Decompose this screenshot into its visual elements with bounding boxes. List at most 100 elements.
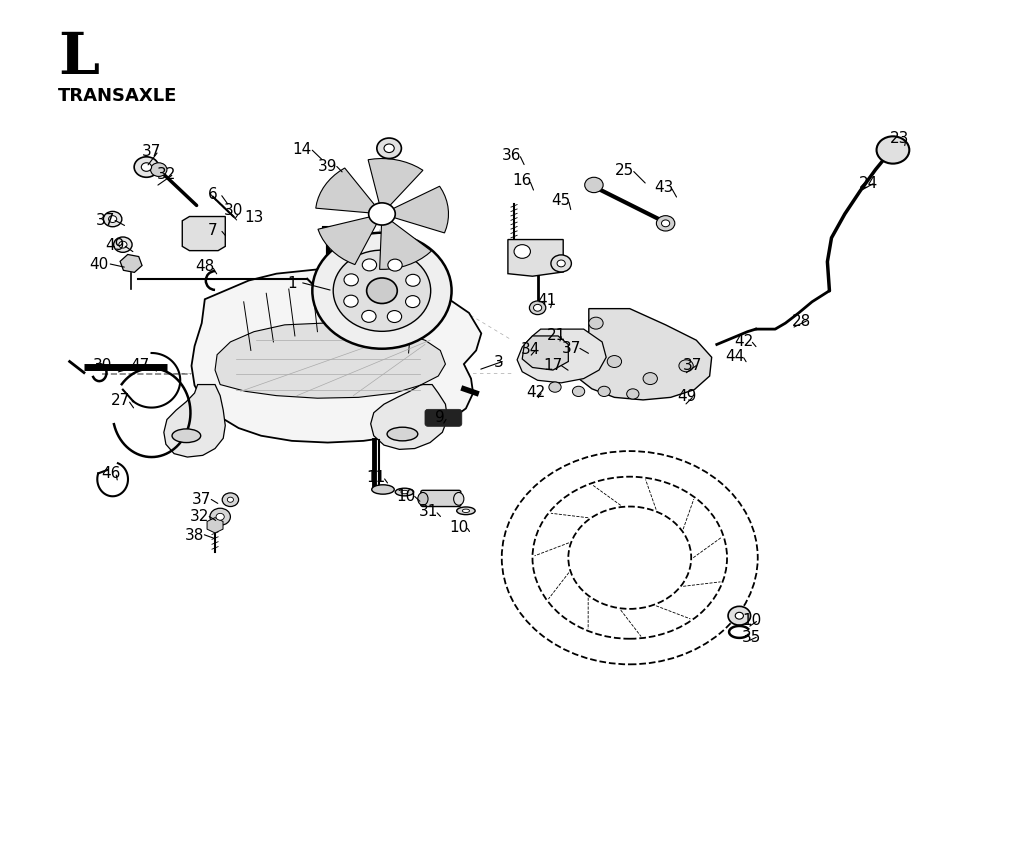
Text: 14: 14 xyxy=(293,141,311,157)
Circle shape xyxy=(227,498,233,503)
Circle shape xyxy=(514,245,530,259)
Polygon shape xyxy=(191,270,481,443)
Ellipse shape xyxy=(463,509,469,513)
Circle shape xyxy=(141,164,152,172)
Text: 37: 37 xyxy=(683,357,701,372)
Text: 37: 37 xyxy=(562,340,581,355)
Text: 49: 49 xyxy=(105,238,124,253)
Circle shape xyxy=(109,216,117,223)
Circle shape xyxy=(103,212,122,227)
Text: 32: 32 xyxy=(190,508,209,523)
Circle shape xyxy=(377,139,401,159)
Circle shape xyxy=(384,145,394,153)
Text: 23: 23 xyxy=(890,130,908,146)
Circle shape xyxy=(589,318,603,330)
Text: 10: 10 xyxy=(450,519,468,534)
Circle shape xyxy=(114,238,132,253)
Text: TRANSAXLE: TRANSAXLE xyxy=(58,87,178,105)
Text: 34: 34 xyxy=(521,342,540,357)
Text: 42: 42 xyxy=(734,333,753,348)
Ellipse shape xyxy=(457,507,475,515)
Circle shape xyxy=(406,275,420,287)
Text: 48: 48 xyxy=(196,259,214,274)
Circle shape xyxy=(387,311,401,323)
Text: 46: 46 xyxy=(101,465,120,481)
Text: 38: 38 xyxy=(185,527,204,543)
Text: 41: 41 xyxy=(538,292,556,308)
Text: 11: 11 xyxy=(367,469,385,485)
Text: 37: 37 xyxy=(142,144,161,159)
Text: 3: 3 xyxy=(494,354,504,370)
Circle shape xyxy=(656,216,675,232)
Circle shape xyxy=(728,607,751,625)
Text: 7: 7 xyxy=(208,222,218,238)
Text: 30: 30 xyxy=(224,203,243,218)
Text: 49: 49 xyxy=(678,389,696,404)
Circle shape xyxy=(627,389,639,400)
Circle shape xyxy=(643,373,657,385)
Circle shape xyxy=(361,311,376,323)
FancyBboxPatch shape xyxy=(425,410,462,427)
Text: 40: 40 xyxy=(90,256,109,272)
Polygon shape xyxy=(182,217,225,251)
Circle shape xyxy=(222,493,239,507)
Circle shape xyxy=(735,613,743,619)
Circle shape xyxy=(369,204,395,226)
Text: 21: 21 xyxy=(547,327,565,343)
Polygon shape xyxy=(508,240,563,277)
Ellipse shape xyxy=(387,428,418,441)
Circle shape xyxy=(151,164,167,177)
Text: 30: 30 xyxy=(93,357,112,372)
Text: 42: 42 xyxy=(526,384,545,400)
Text: 10: 10 xyxy=(396,488,415,504)
Text: 37: 37 xyxy=(193,491,211,506)
Ellipse shape xyxy=(172,429,201,443)
Ellipse shape xyxy=(395,489,414,496)
Text: 32: 32 xyxy=(158,167,176,182)
Text: 9: 9 xyxy=(435,410,445,425)
Text: 47: 47 xyxy=(131,357,150,372)
Polygon shape xyxy=(387,187,449,233)
Text: 36: 36 xyxy=(502,147,522,163)
Text: 10: 10 xyxy=(742,613,761,628)
Circle shape xyxy=(210,509,230,526)
Circle shape xyxy=(216,514,224,521)
Text: 6: 6 xyxy=(208,187,218,202)
FancyBboxPatch shape xyxy=(421,491,461,507)
Circle shape xyxy=(119,242,127,249)
Circle shape xyxy=(607,356,622,368)
Polygon shape xyxy=(318,216,380,265)
Text: 13: 13 xyxy=(245,210,263,225)
Text: 25: 25 xyxy=(615,163,634,178)
Circle shape xyxy=(598,387,610,397)
Text: L: L xyxy=(58,30,99,86)
Text: 45: 45 xyxy=(552,193,570,208)
Polygon shape xyxy=(522,337,568,371)
Circle shape xyxy=(585,178,603,193)
Circle shape xyxy=(679,360,693,372)
Text: 31: 31 xyxy=(419,504,437,519)
Circle shape xyxy=(557,261,565,268)
Ellipse shape xyxy=(401,491,408,494)
Polygon shape xyxy=(164,385,225,458)
Circle shape xyxy=(549,383,561,393)
Circle shape xyxy=(662,221,670,227)
Text: 44: 44 xyxy=(726,348,744,364)
Circle shape xyxy=(572,387,585,397)
Ellipse shape xyxy=(418,492,428,506)
Polygon shape xyxy=(573,309,712,400)
Text: 27: 27 xyxy=(112,393,130,408)
Circle shape xyxy=(534,305,542,312)
Text: 43: 43 xyxy=(654,180,673,195)
Circle shape xyxy=(388,260,402,272)
Circle shape xyxy=(344,296,358,308)
Polygon shape xyxy=(371,385,447,450)
Circle shape xyxy=(551,256,571,273)
Text: 28: 28 xyxy=(793,314,811,329)
Polygon shape xyxy=(215,324,445,399)
Polygon shape xyxy=(517,330,606,383)
Circle shape xyxy=(362,260,377,272)
Polygon shape xyxy=(315,169,379,214)
Text: 24: 24 xyxy=(859,176,878,191)
Text: 1: 1 xyxy=(287,275,297,291)
